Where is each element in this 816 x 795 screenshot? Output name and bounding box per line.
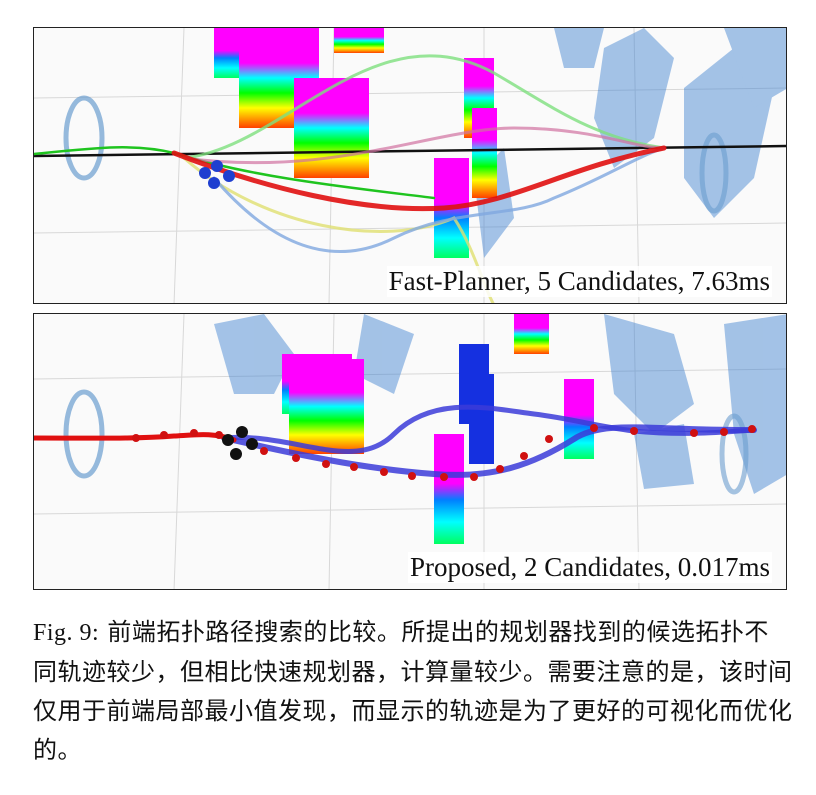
caption-text: 前端拓扑路径搜索的比较。所提出的规划器找到的候选拓扑不同轨迹较少，但相比快速规划… [33, 618, 793, 764]
fast-planner-scene [34, 28, 786, 303]
best-trajectory [171, 145, 667, 212]
panel-label: Fast-Planner, 5 Candidates, 7.63ms [386, 266, 772, 297]
drone-icon [199, 160, 235, 189]
waypoints [132, 424, 756, 481]
drone-icon [222, 426, 258, 460]
box-obstacles [214, 28, 497, 258]
ring-obstacle [63, 389, 105, 479]
panel-label: Proposed, 2 Candidates, 0.017ms [408, 552, 772, 583]
tree-obstacles [474, 28, 786, 258]
figure-label: Fig. 9: [33, 620, 100, 646]
figure-caption: Fig. 9: 前端拓扑路径搜索的比较。所提出的规划器找到的候选拓扑不同轨迹较少… [33, 613, 793, 770]
proposed-scene [34, 314, 786, 589]
ring-obstacle [719, 413, 749, 495]
ground-grid [34, 28, 786, 303]
box-obstacles [282, 314, 594, 544]
tree-obstacles [214, 314, 786, 494]
fast-planner-panel: Fast-Planner, 5 Candidates, 7.63ms [33, 27, 787, 304]
proposed-panel: Proposed, 2 Candidates, 0.017ms [33, 313, 787, 590]
ring-obstacle [699, 132, 729, 214]
ring-obstacle [63, 95, 105, 181]
